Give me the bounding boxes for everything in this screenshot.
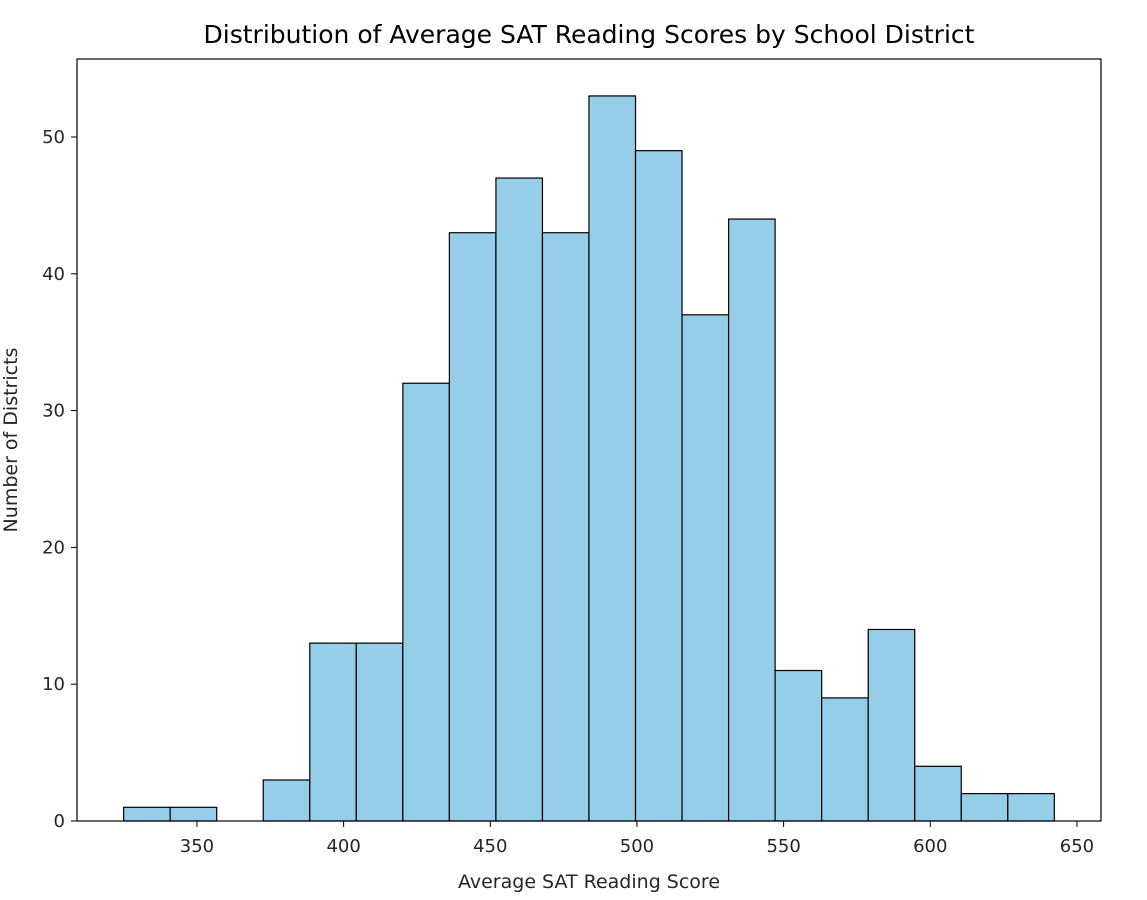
histogram-bar — [262, 779, 311, 822]
histogram-bar — [588, 95, 637, 822]
histogram-bar — [448, 232, 497, 822]
y-tick-label: 10 — [42, 674, 65, 695]
y-tick-label: 20 — [42, 537, 65, 558]
histogram-bar — [541, 232, 590, 822]
x-tick-label: 350 — [180, 836, 214, 857]
histogram-bar — [495, 177, 544, 822]
x-tick-label: 600 — [913, 836, 947, 857]
x-tick-label: 650 — [1060, 836, 1094, 857]
x-tick-label: 400 — [326, 836, 360, 857]
histogram-bar — [821, 697, 869, 822]
y-tick-label: 40 — [42, 264, 65, 285]
histogram-bar — [309, 642, 357, 822]
histogram-bar — [634, 150, 683, 822]
histogram-bar — [355, 642, 404, 822]
x-axis-label: Average SAT Reading Score — [458, 871, 720, 893]
plot-frame — [76, 58, 1102, 822]
y-tick-label: 30 — [42, 401, 65, 422]
histogram-bar — [727, 218, 776, 822]
y-tick-label: 0 — [54, 811, 65, 832]
histogram-bar — [681, 314, 730, 822]
x-tick-label: 550 — [766, 836, 800, 857]
histogram-bar — [169, 806, 218, 822]
y-axis-label: Number of Districts — [0, 348, 22, 533]
x-tick-label: 500 — [620, 836, 654, 857]
chart-title: Distribution of Average SAT Reading Scor… — [204, 20, 975, 49]
histogram-bar — [867, 628, 916, 822]
histogram-bar — [960, 793, 1009, 822]
y-axis-ticks: 0 10 20 30 40 50 — [42, 127, 77, 832]
x-axis-ticks: 350 400 450 500 550 600 650 — [180, 821, 1094, 857]
bars-group — [123, 95, 1055, 822]
histogram-bar — [1007, 793, 1055, 822]
histogram-bar — [914, 765, 962, 822]
histogram-bar — [402, 382, 450, 822]
y-tick-label: 50 — [42, 127, 65, 148]
x-tick-label: 450 — [473, 836, 507, 857]
histogram-bar — [774, 669, 823, 822]
histogram-bar — [123, 806, 171, 822]
